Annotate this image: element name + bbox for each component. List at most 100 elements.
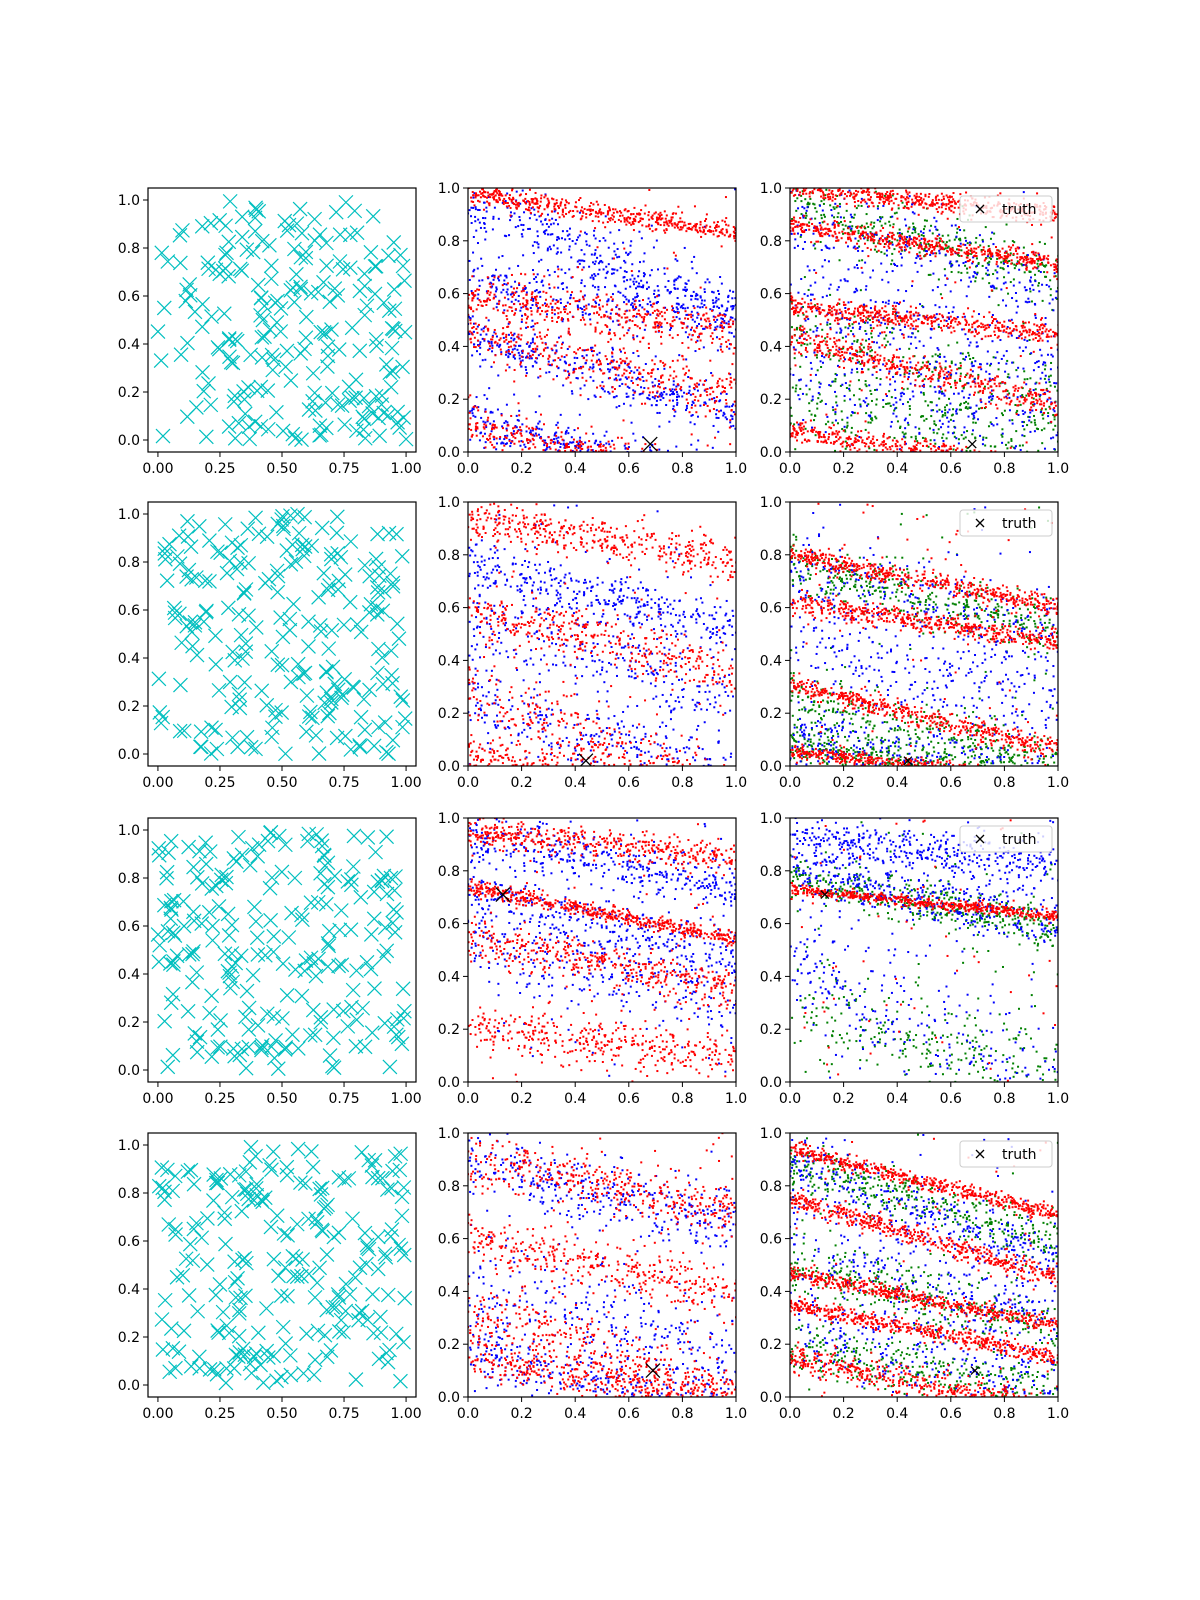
posterior-point — [719, 345, 722, 348]
posterior-point — [945, 241, 948, 244]
posterior-point — [729, 376, 732, 379]
posterior-point — [483, 222, 486, 225]
posterior-point — [579, 387, 582, 390]
posterior-point — [503, 309, 506, 312]
posterior-point — [571, 291, 574, 294]
posterior-point — [895, 401, 898, 404]
posterior-point — [748, 321, 750, 323]
posterior-point — [1043, 242, 1046, 245]
sample-point — [239, 242, 255, 258]
posterior-point — [583, 309, 586, 312]
posterior-point — [898, 367, 901, 370]
posterior-point — [502, 199, 505, 202]
posterior-point — [512, 430, 515, 433]
posterior-point — [561, 210, 564, 213]
posterior-point — [738, 406, 740, 408]
posterior-point — [512, 356, 515, 359]
posterior-point — [591, 220, 594, 223]
posterior-point — [725, 322, 728, 325]
posterior-point — [606, 221, 609, 224]
posterior-point — [941, 390, 944, 393]
posterior-point — [676, 259, 679, 262]
posterior-point — [794, 238, 797, 241]
sample-point — [338, 194, 354, 210]
posterior-point — [1069, 300, 1071, 302]
posterior-point — [834, 194, 837, 197]
sample-point — [397, 273, 412, 289]
posterior-point — [729, 380, 732, 383]
posterior-point — [864, 261, 867, 264]
posterior-point — [552, 222, 555, 225]
posterior-point — [528, 281, 531, 284]
posterior-point — [648, 394, 651, 397]
posterior-point — [906, 387, 909, 390]
posterior-point — [855, 207, 858, 210]
posterior-point — [703, 299, 706, 302]
posterior-point — [919, 230, 922, 233]
posterior-point — [679, 226, 682, 229]
posterior-point — [938, 419, 941, 422]
sample-point — [372, 428, 388, 444]
posterior-point — [607, 340, 610, 343]
posterior-point — [500, 353, 503, 356]
posterior-point — [837, 286, 840, 289]
posterior-point — [523, 443, 526, 446]
posterior-point — [660, 342, 663, 345]
sample-point — [234, 229, 250, 245]
posterior-point — [844, 192, 847, 195]
posterior-point — [536, 230, 539, 233]
posterior-point — [615, 406, 618, 409]
posterior-point — [1039, 348, 1042, 351]
posterior-point — [512, 435, 515, 438]
posterior-point — [1055, 297, 1058, 300]
posterior-point — [612, 257, 615, 260]
posterior-point — [588, 208, 591, 211]
posterior-point — [562, 288, 565, 291]
posterior-point — [702, 313, 705, 316]
posterior-point — [838, 302, 841, 305]
posterior-point — [528, 203, 531, 206]
posterior-point — [690, 338, 693, 341]
posterior-point — [591, 274, 594, 277]
posterior-point — [681, 326, 684, 329]
posterior-point — [944, 409, 947, 412]
posterior-point — [712, 233, 715, 236]
posterior-point — [971, 262, 974, 265]
posterior-point — [540, 197, 543, 200]
posterior-point — [478, 200, 481, 203]
sample-point — [201, 261, 217, 277]
posterior-point — [813, 351, 816, 354]
posterior-point — [975, 341, 978, 344]
posterior-point — [533, 202, 536, 205]
posterior-point — [925, 417, 928, 420]
posterior-point — [964, 436, 967, 439]
posterior-point — [498, 300, 501, 303]
posterior-point — [493, 427, 496, 430]
posterior-point — [547, 357, 550, 360]
posterior-point — [555, 365, 558, 368]
posterior-point — [482, 420, 485, 423]
posterior-point — [1019, 403, 1022, 406]
posterior-point — [633, 219, 636, 222]
posterior-point — [490, 193, 493, 196]
posterior-point — [956, 231, 959, 234]
posterior-point — [521, 189, 524, 192]
posterior-point — [477, 409, 480, 412]
posterior-point — [962, 386, 965, 389]
posterior-point — [468, 315, 470, 318]
posterior-point — [468, 423, 471, 426]
posterior-point — [988, 256, 991, 259]
posterior-point — [715, 400, 718, 403]
posterior-point — [809, 361, 812, 364]
posterior-point — [470, 215, 473, 218]
posterior-point — [955, 410, 958, 413]
posterior-point — [857, 239, 860, 242]
posterior-point — [1034, 316, 1037, 319]
posterior-point — [996, 271, 999, 274]
posterior-point — [529, 306, 532, 309]
posterior-point — [914, 437, 917, 440]
posterior-point — [886, 194, 889, 197]
posterior-point — [708, 325, 711, 328]
posterior-point — [566, 446, 569, 449]
posterior-point — [633, 323, 636, 326]
